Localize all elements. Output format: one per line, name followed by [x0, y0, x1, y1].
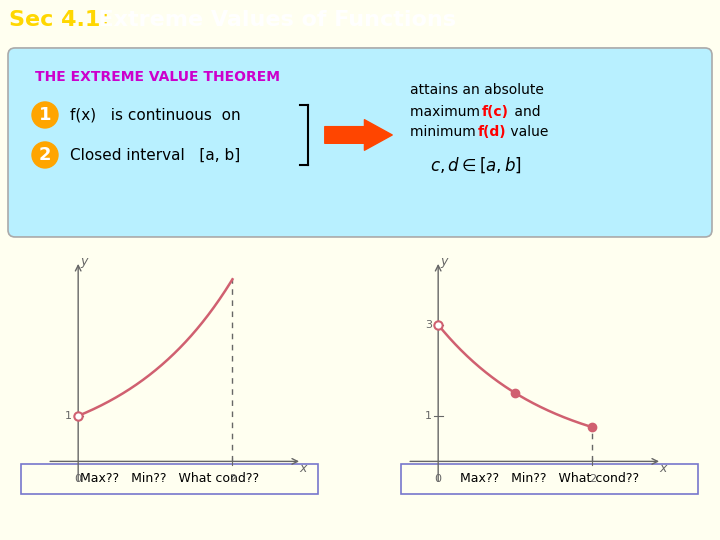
Text: x: x: [300, 462, 307, 475]
Text: 1: 1: [425, 411, 432, 421]
Text: 1: 1: [39, 106, 51, 124]
Text: Max??   Min??   What cond??: Max?? Min?? What cond??: [460, 472, 639, 485]
Text: Extreme Values of Functions: Extreme Values of Functions: [83, 10, 456, 30]
Text: Sec 4.1:: Sec 4.1:: [9, 10, 109, 30]
Text: maximum: maximum: [410, 105, 485, 119]
Text: Max??   Min??   What cond??: Max?? Min?? What cond??: [81, 472, 260, 485]
Text: 1: 1: [65, 411, 72, 421]
Circle shape: [32, 102, 58, 128]
Text: 0: 0: [435, 474, 441, 484]
Text: minimum: minimum: [410, 125, 480, 139]
Text: f(c): f(c): [482, 105, 509, 119]
Text: x: x: [660, 462, 667, 475]
Text: f(x)   is continuous  on: f(x) is continuous on: [70, 107, 240, 123]
Text: value: value: [506, 125, 549, 139]
FancyBboxPatch shape: [8, 48, 712, 237]
Text: attains an absolute: attains an absolute: [410, 83, 544, 97]
Circle shape: [32, 142, 58, 168]
Text: and: and: [510, 105, 541, 119]
Text: THE EXTREME VALUE THEOREM: THE EXTREME VALUE THEOREM: [35, 70, 280, 84]
Text: f(d): f(d): [478, 125, 507, 139]
Text: 2: 2: [229, 474, 236, 484]
Text: y: y: [80, 254, 87, 267]
Text: 3: 3: [425, 320, 432, 330]
Text: Closed interval   [a, b]: Closed interval [a, b]: [70, 147, 240, 163]
Text: $c, d \in [a,b]$: $c, d \in [a,b]$: [430, 155, 522, 175]
Text: 0: 0: [75, 474, 81, 484]
Text: y: y: [440, 254, 447, 267]
Text: 2: 2: [589, 474, 596, 484]
FancyArrowPatch shape: [325, 120, 392, 150]
FancyBboxPatch shape: [21, 464, 318, 494]
FancyBboxPatch shape: [401, 464, 698, 494]
Text: 2: 2: [39, 146, 51, 164]
